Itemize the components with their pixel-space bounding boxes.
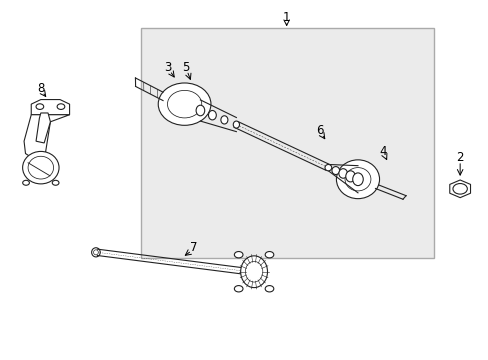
- Ellipse shape: [91, 248, 100, 257]
- Circle shape: [234, 252, 243, 258]
- Text: 7: 7: [190, 240, 198, 253]
- Text: 3: 3: [164, 60, 171, 73]
- Circle shape: [22, 180, 29, 185]
- Ellipse shape: [93, 250, 98, 255]
- Bar: [141, 28, 433, 258]
- Ellipse shape: [331, 167, 339, 175]
- Ellipse shape: [338, 169, 347, 178]
- Circle shape: [264, 252, 273, 258]
- Ellipse shape: [22, 152, 59, 184]
- Polygon shape: [24, 115, 69, 159]
- Ellipse shape: [240, 256, 267, 288]
- Ellipse shape: [245, 261, 262, 282]
- Text: 2: 2: [455, 150, 463, 163]
- Circle shape: [234, 285, 243, 292]
- Ellipse shape: [345, 171, 355, 182]
- Polygon shape: [36, 113, 50, 143]
- Text: 5: 5: [182, 60, 189, 73]
- Ellipse shape: [345, 168, 370, 191]
- Ellipse shape: [336, 160, 379, 199]
- Circle shape: [264, 285, 273, 292]
- Text: 4: 4: [379, 145, 386, 158]
- Polygon shape: [31, 100, 69, 115]
- Ellipse shape: [208, 111, 216, 120]
- Ellipse shape: [158, 83, 210, 125]
- Polygon shape: [449, 180, 469, 198]
- Circle shape: [57, 104, 65, 109]
- Circle shape: [36, 104, 43, 109]
- Ellipse shape: [28, 156, 54, 179]
- Ellipse shape: [233, 121, 239, 128]
- Circle shape: [452, 184, 467, 194]
- Ellipse shape: [221, 116, 227, 124]
- Ellipse shape: [352, 173, 363, 186]
- Text: 6: 6: [316, 124, 324, 137]
- Ellipse shape: [167, 90, 202, 118]
- Circle shape: [52, 180, 59, 185]
- Text: 1: 1: [283, 11, 290, 24]
- Ellipse shape: [196, 105, 204, 116]
- Text: 8: 8: [37, 82, 44, 95]
- Ellipse shape: [325, 165, 331, 171]
